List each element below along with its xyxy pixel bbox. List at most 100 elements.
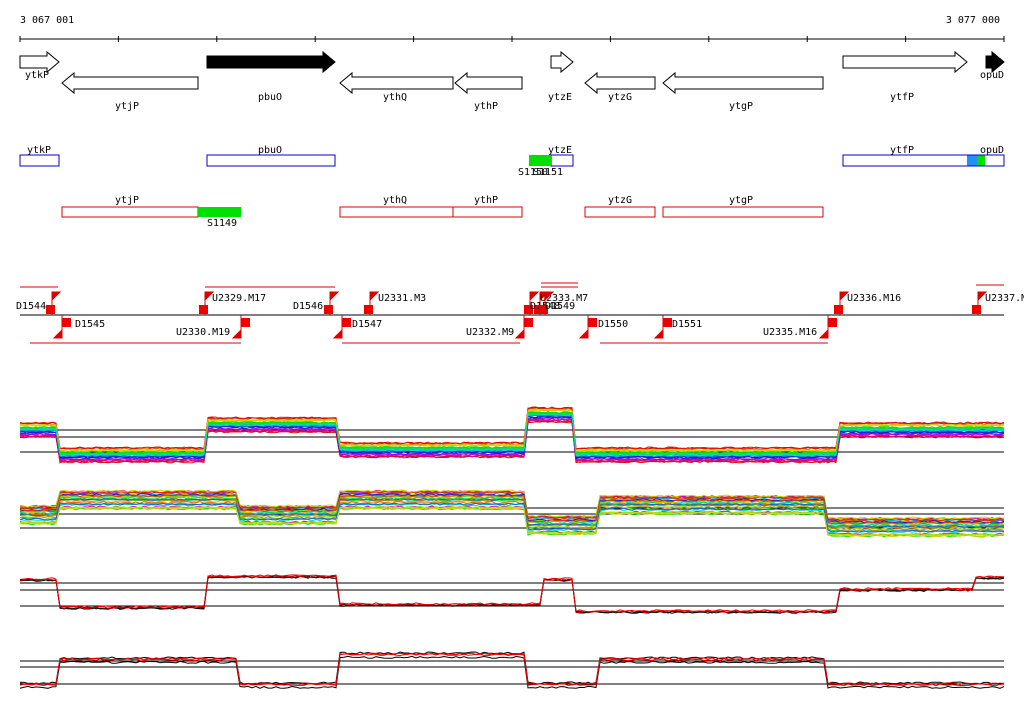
expression-trace [19,408,1005,452]
marker-box [199,305,208,314]
marker-box [524,305,533,314]
marker-flag [653,315,664,339]
expression-trace [19,494,1005,525]
expression-trace [19,651,1005,685]
segment-feature [529,155,551,166]
marker-box [534,305,543,314]
reverse-feature [452,206,523,218]
forward-feature [550,154,574,167]
marker-box [524,318,533,327]
reverse-feature-label: ythQ [383,195,407,206]
expression-trace [19,506,1005,537]
gene-arrow [662,71,824,95]
gene-arrow [584,71,656,95]
marker-flag [578,315,589,339]
expression-trace [19,655,1005,689]
marker-flag [231,315,242,339]
marker-flag [818,315,829,339]
marker-box [46,305,55,314]
ruler-start: 3 067 001 [20,15,74,26]
marker-box [588,318,597,327]
feature-highlight [977,155,985,166]
gene-label: pbuO [258,92,282,103]
marker-label: U2337.M [985,293,1024,304]
gene-arrow [454,71,523,95]
marker-label: D1551 [672,319,702,330]
gene-arrow [19,50,60,74]
expression-trace [19,493,1005,524]
forward-feature-label: ytfP [890,145,914,156]
forward-feature-label: pbuO [258,145,282,156]
forward-feature-label: opuD [980,145,1004,156]
gene-label: ytgP [729,101,753,112]
gene-label: ytjP [115,101,139,112]
forward-feature-label: ytkP [27,145,51,156]
expression-trace [19,406,1005,450]
reverse-feature-label: ytjP [115,195,139,206]
gene-label: ytfP [890,92,914,103]
reverse-feature [61,206,199,218]
marker-box [324,305,333,314]
gene-label: ythP [474,101,498,112]
expression-trace [19,502,1005,533]
reverse-feature-label: ytgP [729,195,753,206]
marker-box [834,305,843,314]
expression-trace [19,574,1005,613]
marker-label: U2332.M9 [466,327,514,338]
forward-feature-label: S1150 [518,167,548,178]
feature-highlight [967,155,977,166]
marker-label: U2331.M3 [378,293,426,304]
gene-arrow [61,71,199,95]
segment-feature [198,207,241,217]
marker-box [62,318,71,327]
gene-arrow [550,50,574,74]
marker-label: U2336.M16 [847,293,901,304]
marker-label: U2329.M17 [212,293,266,304]
marker-label: D1550 [598,319,628,330]
expression-trace [19,489,1005,520]
marker-flag [332,315,343,339]
forward-feature [206,154,336,167]
marker-box [342,318,351,327]
marker-label: D1544 [16,301,46,312]
marker-label: D1549 [545,301,575,312]
forward-feature [19,154,60,167]
expression-trace [19,412,1005,456]
marker-label: U2333.M7 [540,293,588,304]
marker-box [539,305,548,314]
reverse-feature [662,206,824,218]
reverse-feature [584,206,656,218]
marker-label: U2335.M16 [763,327,817,338]
reverse-feature [339,206,454,218]
expression-trace [19,653,1004,687]
marker-label: D1545 [75,319,105,330]
reverse-feature-label: S1149 [207,218,237,229]
marker-flag [52,315,63,339]
gene-arrow [985,50,1005,74]
gene-label: ytkP [25,70,49,81]
gene-label: ytzE [548,92,572,103]
gene-label: opuD [980,70,1004,81]
gene-label: ytzG [608,92,632,103]
gene-label: ythQ [383,92,407,103]
marker-box [241,318,250,327]
forward-feature [842,154,1005,167]
expression-trace [19,491,1005,522]
marker-flag [514,315,525,339]
marker-label: D1547 [352,319,382,330]
marker-box [364,305,373,314]
expression-trace [19,496,1005,527]
gene-arrow [842,50,968,74]
marker-box [663,318,672,327]
marker-label: D1546 [293,301,323,312]
reverse-feature-label: ytzG [608,195,632,206]
marker-box [972,305,981,314]
forward-feature-label: ytzE [548,145,572,156]
forward-feature-label: S1151 [533,167,563,178]
reverse-feature-label: ythP [474,195,498,206]
gene-arrow [206,50,336,74]
gene-arrow [339,71,454,95]
ruler-end: 3 077 000 [946,15,1000,26]
marker-box [828,318,837,327]
